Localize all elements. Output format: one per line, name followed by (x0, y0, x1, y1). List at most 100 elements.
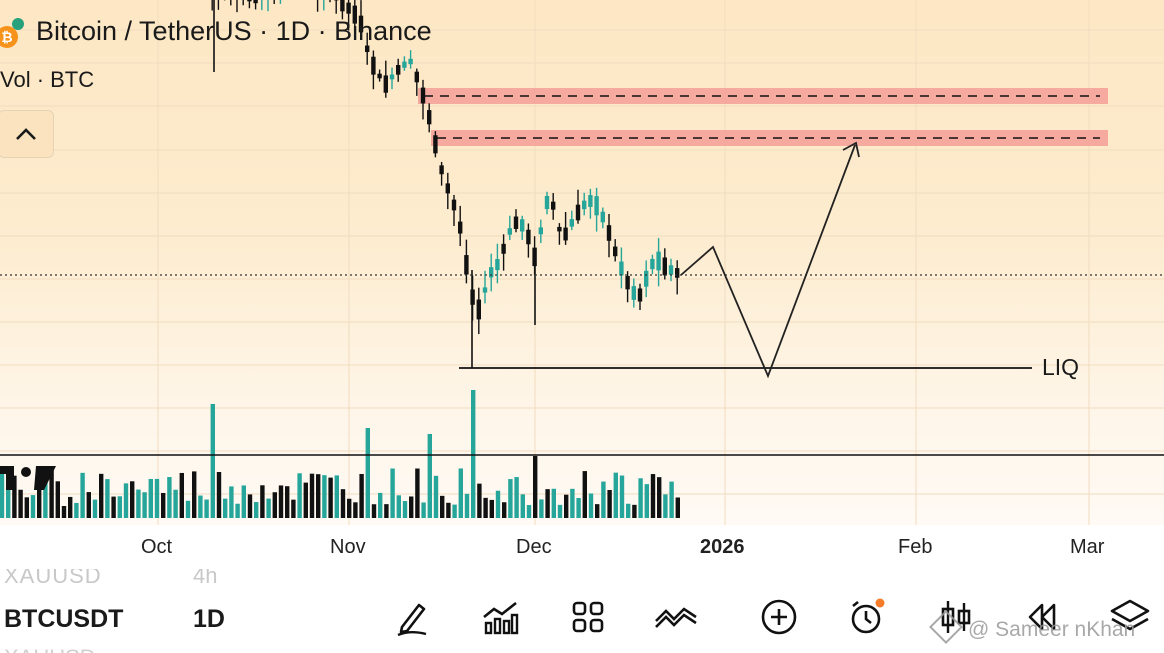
volume-bar (12, 475, 17, 518)
candle-body (656, 251, 661, 271)
candle-body (507, 228, 512, 235)
volume-bar (545, 489, 550, 518)
candles (211, 0, 680, 368)
volume-bar (508, 479, 513, 518)
watchlist-timeframe-prev[interactable]: 4h (193, 569, 218, 588)
volume-bar (266, 498, 271, 518)
volume-bar (167, 477, 172, 518)
volume-bar (502, 502, 507, 518)
chart-type-button[interactable] (934, 595, 978, 639)
volume-bar (6, 480, 11, 518)
candle-body (588, 195, 593, 207)
volume-bar (30, 495, 36, 518)
candle-body (526, 229, 531, 245)
volume-bar (148, 478, 153, 518)
volume-bar (427, 434, 432, 518)
volume-bar (105, 479, 110, 518)
volume-bar (130, 481, 135, 518)
projection-path (680, 144, 856, 379)
watchlist-symbol-prev[interactable]: XAUUSD (4, 569, 102, 588)
candle-body (445, 183, 450, 194)
chart-canvas[interactable] (0, 0, 1164, 525)
liq-label: LIQ (1042, 354, 1080, 380)
time-tick: Oct (141, 536, 173, 558)
volume-bar (402, 501, 408, 518)
indicators-button[interactable] (478, 595, 522, 639)
volume-bar (92, 499, 98, 518)
volume-bar (396, 495, 401, 518)
candle-body (451, 199, 457, 211)
layers-button[interactable] (1108, 595, 1152, 639)
candle-type-icon (941, 601, 971, 633)
add-button[interactable] (757, 595, 801, 639)
candle-body (650, 258, 655, 270)
candle-body (352, 5, 357, 24)
watermark: @ Sameer nKhan (929, 610, 1136, 644)
watermark-text: @ Sameer nKhan (968, 618, 1136, 641)
volume-bar (576, 497, 581, 518)
volume-bar (657, 477, 662, 518)
volume-bar (489, 499, 494, 518)
volume-bar (24, 497, 29, 518)
candle-body (383, 75, 388, 93)
volume-bar (340, 489, 346, 518)
volume-bar (564, 494, 569, 518)
candle-body (482, 287, 488, 293)
drawing-pen-icon (397, 603, 427, 637)
timeframe-selector[interactable]: 1D (193, 605, 225, 633)
volume-bar (37, 485, 42, 518)
volume-bar (316, 474, 321, 518)
volume-bar (452, 504, 457, 518)
symbol-legend-title[interactable]: Bitcoin / TetherUS · 1D · Binance (36, 16, 432, 46)
volume-bar (161, 492, 166, 518)
volume-bar (663, 494, 668, 518)
candle-body (396, 64, 401, 75)
volume-bar (378, 492, 383, 518)
compare-button[interactable] (654, 595, 698, 639)
volume-bar (254, 502, 259, 518)
volume-bar (359, 473, 364, 518)
candle-body (346, 2, 351, 14)
chart-area[interactable]: ₿ Bitcoin / TetherUS · 1D · Binance Vol … (0, 0, 1164, 525)
candle-body (551, 201, 556, 210)
volume-bar (539, 499, 544, 518)
volume-bar (464, 493, 470, 518)
layout-button[interactable] (566, 595, 610, 639)
volume-bar (86, 492, 91, 518)
volume-bar (43, 471, 48, 518)
volume-bar (18, 489, 23, 518)
time-axis[interactable]: Oct Nov Dec 2026 Feb Mar (0, 525, 1164, 569)
candle-body (662, 257, 667, 276)
volume-legend[interactable]: Vol · BTC (0, 67, 95, 92)
watchlist-symbol-next[interactable]: XAUUSD (4, 645, 96, 653)
symbol-selector[interactable]: BTCUSDT (4, 605, 124, 633)
tether-icon (12, 18, 24, 30)
volume-bar (204, 499, 209, 518)
volume-bar (526, 505, 532, 518)
collapse-legend-button[interactable] (0, 110, 54, 158)
indicators-chart-icon (483, 601, 519, 635)
volume-bar (353, 502, 358, 518)
candle-body (389, 74, 395, 80)
volume-bar (415, 468, 420, 518)
alerts-button[interactable] (844, 595, 888, 639)
volume-bar (136, 489, 141, 518)
drawing-tools-button[interactable] (390, 595, 434, 639)
candle-body (520, 219, 525, 232)
volume-bar (328, 477, 333, 518)
candle-body (371, 56, 376, 75)
candle-body (631, 286, 636, 300)
bottom-toolbar: XAUUSD 4h BTCUSDT 1D XAUUSD @ Sameer nKh… (0, 569, 1164, 653)
candle-body (358, 15, 364, 33)
volume-bar (638, 478, 643, 518)
volume-bar (384, 504, 389, 518)
volume-bar (49, 468, 54, 518)
volume-bar (303, 482, 308, 518)
volume-bar (650, 474, 656, 518)
replay-icon (1028, 603, 1056, 631)
chevron-up-icon (16, 128, 36, 140)
replay-button[interactable] (1020, 595, 1064, 639)
volume-bar (446, 502, 451, 518)
volume-bar (334, 475, 339, 518)
volume-bar (495, 490, 501, 518)
